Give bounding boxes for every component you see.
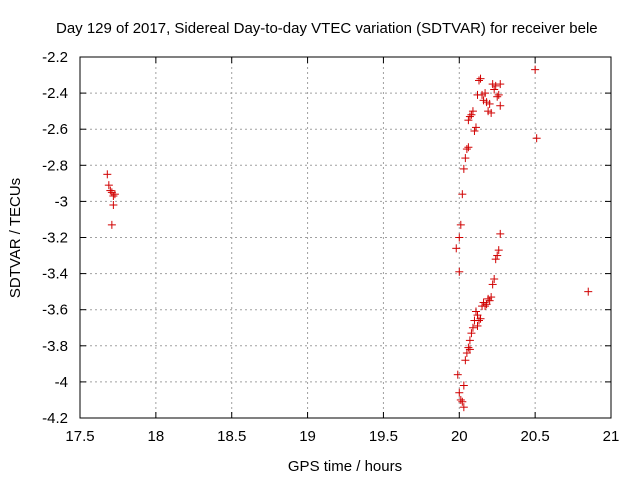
data-point — [458, 397, 467, 406]
data-point — [459, 164, 468, 173]
y-tick-label: -2.4 — [42, 85, 68, 102]
x-tick-label: 18.5 — [217, 428, 246, 445]
data-point — [462, 349, 471, 358]
data-point — [464, 116, 473, 125]
y-tick-label: -3.6 — [42, 302, 68, 319]
data-point — [532, 134, 541, 143]
data-point — [107, 220, 116, 229]
data-point — [109, 201, 118, 210]
tick-layer — [79, 56, 612, 419]
y-tick-label: -3.4 — [42, 266, 68, 283]
y-tick-label: -2.6 — [42, 121, 68, 138]
data-point — [456, 395, 465, 404]
data-point — [584, 287, 593, 296]
data-point — [496, 101, 505, 110]
data-series-sdtvar — [103, 65, 593, 412]
y-tick-label: -2.2 — [42, 49, 68, 66]
data-point — [471, 123, 480, 132]
data-point — [479, 298, 488, 307]
x-axis-label: GPS time / hours — [288, 458, 402, 475]
data-point — [461, 154, 470, 163]
data-point — [496, 80, 505, 89]
data-point — [110, 190, 119, 199]
x-tick-label: 21 — [603, 428, 620, 445]
data-point — [456, 220, 465, 229]
data-point — [103, 170, 112, 179]
y-tick-label: -4 — [55, 374, 68, 391]
data-point — [461, 356, 470, 365]
x-tick-label: 20 — [451, 428, 468, 445]
data-point — [473, 311, 482, 320]
data-point — [481, 89, 490, 98]
data-point — [494, 90, 503, 99]
y-tick-label: -3.8 — [42, 338, 68, 355]
y-tick-label: -2.8 — [42, 157, 68, 174]
y-tick-label: -3 — [55, 193, 68, 210]
data-point — [458, 190, 467, 199]
x-tick-label: 19 — [299, 428, 316, 445]
data-point — [467, 329, 476, 338]
data-point — [475, 76, 484, 85]
data-point — [470, 127, 479, 136]
data-point — [455, 267, 464, 276]
data-point — [485, 99, 494, 108]
data-point — [468, 107, 477, 116]
x-tick-label: 18 — [148, 428, 165, 445]
y-tick-label: -4.2 — [42, 410, 68, 427]
data-point — [494, 246, 503, 255]
x-tick-label: 17.5 — [65, 428, 94, 445]
data-point — [491, 81, 500, 90]
data-point — [484, 294, 493, 303]
data-point — [470, 316, 479, 325]
data-point — [490, 275, 499, 284]
data-point — [496, 229, 505, 238]
data-point — [471, 307, 480, 316]
data-point — [467, 110, 476, 119]
data-point — [493, 92, 502, 101]
data-point — [464, 143, 473, 152]
data-point — [468, 323, 477, 332]
y-tick-labels: -2.2 -2.4 -2.6 -2.8 -3 -3.2 -3.4 -3.6 -3.8 -4 -4.2 — [42, 49, 68, 427]
data-point — [459, 381, 468, 390]
data-point — [490, 85, 499, 94]
x-tick-label: 19.5 — [369, 428, 398, 445]
data-point — [104, 181, 113, 190]
chart-title: Day 129 of 2017, Sidereal Day-to-day VTE… — [56, 20, 598, 37]
data-point — [459, 403, 468, 412]
data-point — [478, 302, 487, 311]
data-point — [465, 112, 474, 121]
data-point — [455, 233, 464, 242]
data-point — [473, 321, 482, 330]
grid-layer — [80, 57, 611, 418]
data-point — [487, 108, 496, 117]
y-tick-label: -3.2 — [42, 230, 68, 247]
data-point — [109, 191, 118, 200]
x-tick-label: 20.5 — [521, 428, 550, 445]
data-point — [465, 336, 474, 345]
data-point — [488, 280, 497, 289]
data-point — [106, 186, 115, 195]
data-point — [464, 343, 473, 352]
y-axis-label: SDTVAR / TECUs — [7, 178, 24, 298]
data-point — [531, 65, 540, 74]
data-point — [476, 74, 485, 83]
data-point — [452, 244, 461, 253]
data-point — [462, 145, 471, 154]
data-point — [493, 251, 502, 260]
data-point — [491, 255, 500, 264]
x-tick-labels: 17.5 18 18.5 19 19.5 20 20.5 21 — [65, 428, 619, 445]
data-point — [453, 370, 462, 379]
data-point — [455, 388, 464, 397]
